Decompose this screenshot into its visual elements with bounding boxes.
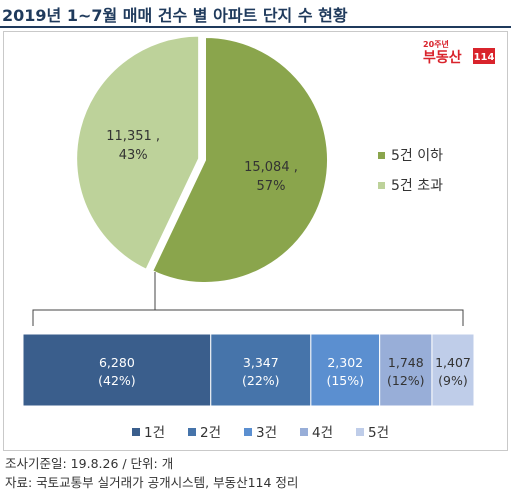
bar-percent-label-4: (12%) (387, 373, 425, 388)
stacked-bar-chart: 6,280 (42%) 3,347 (22%) 2,302 (15%) 1,748 (12%)… (22, 333, 475, 407)
footer-source-date: 조사기준일: 19.8.26 / 단위: 개 (5, 456, 174, 471)
bar-legend-swatch-1 (132, 428, 140, 436)
pie-chart: 15,084 , 57% 11,351 , 43% (75, 34, 329, 284)
bar-value-label-3: 2,302 (327, 355, 363, 370)
bar-value-label-5: 1,407 (435, 355, 471, 370)
pie-slice-1 (150, 35, 329, 284)
bar-legend: 1건 2건 3건 4건 5건 (132, 425, 389, 441)
pie-percent-label-2: 43% (119, 148, 148, 163)
bar-legend-swatch-4 (300, 428, 308, 436)
logo-number-box (473, 48, 495, 64)
bar-percent-label-1: (42%) (98, 373, 136, 388)
bar-legend-swatch-5 (356, 428, 364, 436)
pie-legend-label-1: 5건 이하 (391, 148, 443, 164)
logo-anniversary-text: 20주년 (423, 39, 449, 49)
bar-percent-label-3: (15%) (326, 373, 364, 388)
pie-legend-swatch-2 (378, 182, 385, 189)
bar-legend-label-2: 2건 (200, 425, 221, 441)
page-title: 2019년 1~7월 매매 건수 별 아파트 단지 수 현황 (2, 6, 348, 25)
bar-value-label-2: 3,347 (243, 355, 279, 370)
logo-number-text: 114 (474, 52, 495, 63)
footer-source-credit: 자료: 국토교통부 실거래가 공개시스템, 부동산114 정리 (5, 475, 299, 490)
bar-legend-label-3: 3건 (256, 425, 277, 441)
bar-value-label-1: 6,280 (99, 355, 135, 370)
bar-legend-swatch-3 (244, 428, 252, 436)
bar-segment-5건 (431, 333, 475, 407)
bar-segment-4건 (379, 333, 433, 407)
bar-legend-label-4: 4건 (312, 425, 333, 441)
bar-segment-1건 (22, 333, 212, 407)
title-underline (0, 26, 511, 28)
pie-slice-2 (75, 34, 201, 272)
breakdown-bracket (32, 272, 464, 326)
bracket-line (32, 309, 464, 326)
logo-brand-text: 부동산 (423, 49, 462, 64)
pie-value-label-2: 11,351 , (106, 129, 160, 144)
pie-value-label-1: 15,084 , (244, 160, 298, 175)
brand-logo: 20주년 부동산 114 (423, 39, 495, 64)
bar-legend-label-5: 5건 (368, 425, 389, 441)
pie-legend-label-2: 5건 초과 (391, 178, 443, 194)
bar-segment-2건 (210, 333, 312, 407)
pie-percent-label-1: 57% (257, 179, 286, 194)
bar-percent-label-2: (22%) (242, 373, 280, 388)
bar-percent-label-5: (9%) (438, 373, 468, 388)
pie-legend: 5건 이하 5건 초과 (378, 148, 443, 194)
bar-legend-label-1: 1건 (144, 425, 165, 441)
pie-legend-swatch-1 (378, 152, 385, 159)
bar-value-label-4: 1,748 (388, 355, 424, 370)
bar-legend-swatch-2 (188, 428, 196, 436)
bar-segment-3건 (310, 333, 381, 407)
